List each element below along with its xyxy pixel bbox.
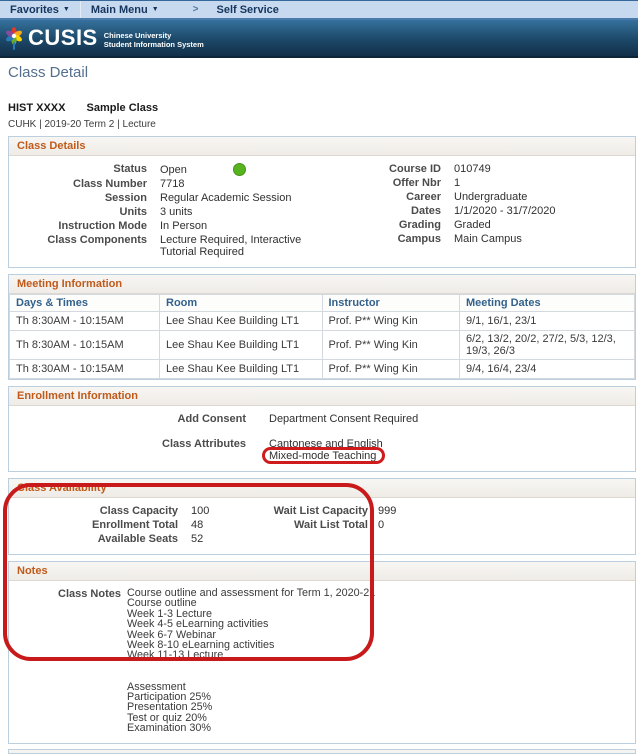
column-header-days-times: Days & Times bbox=[9, 294, 160, 312]
column-header-meeting-dates: Meeting Dates bbox=[459, 294, 635, 312]
label-wait-list-capacity: Wait List Capacity bbox=[273, 505, 368, 517]
section-heading-class-availability: Class Availability bbox=[9, 479, 635, 498]
label-session: Session bbox=[104, 192, 147, 204]
breadcrumb-self-service[interactable]: Self Service bbox=[216, 3, 279, 16]
value-instruction-mode: In Person bbox=[160, 220, 208, 232]
app-logo-text: CUSIS bbox=[28, 25, 98, 50]
value-class-number: 7718 bbox=[160, 178, 185, 190]
nav-divider bbox=[79, 1, 81, 18]
cusis-logo-icon bbox=[6, 27, 22, 50]
breadcrumb-chevron-icon: > bbox=[192, 4, 199, 15]
nav-favorites-label: Favorites bbox=[10, 3, 59, 16]
app-subtitle: Chinese University Student Information S… bbox=[104, 31, 204, 49]
app-subtitle-line1: Chinese University bbox=[103, 30, 172, 40]
table-cell: Lee Shau Kee Building LT1 bbox=[159, 311, 323, 331]
label-available-seats: Available Seats bbox=[97, 533, 178, 545]
value-grading: Graded bbox=[454, 219, 491, 231]
section-class-details: Class Details Status Open Class Number 7718… bbox=[8, 136, 636, 268]
table-cell: Th 8:30AM - 10:15AM bbox=[9, 359, 160, 379]
label-enrollment-total: Enrollment Total bbox=[92, 519, 178, 531]
course-code: HIST XXXX bbox=[8, 102, 66, 114]
label-class-components: Class Components bbox=[47, 234, 147, 246]
value-available-seats: 52 bbox=[191, 533, 204, 545]
value-add-consent: Department Consent Required bbox=[269, 413, 419, 425]
value-career: Undergraduate bbox=[454, 191, 528, 203]
meeting-information-table: Days & Times Room Instructor Meeting Dates T… bbox=[9, 294, 635, 379]
label-career: Career bbox=[406, 191, 441, 203]
label-class-number: Class Number bbox=[73, 178, 147, 190]
label-class-capacity: Class Capacity bbox=[99, 505, 178, 517]
label-units: Units bbox=[119, 206, 148, 218]
section-heading-class-details: Class Details bbox=[9, 137, 635, 156]
app-subtitle-line2: Student Information System bbox=[103, 39, 204, 49]
value-wait-list-total: 0 bbox=[378, 519, 385, 531]
chevron-down-icon: ▼ bbox=[151, 6, 159, 13]
value-enrollment-total: 48 bbox=[191, 519, 204, 531]
value-class-attributes: Cantonese and English Mixed-mode Teachin… bbox=[262, 438, 627, 464]
value-class-components: Lecture Required, Interactive Tutorial R… bbox=[160, 234, 302, 258]
page-content: Class Detail HIST XXXX Sample Class CUHK… bbox=[0, 64, 638, 754]
table-cell: Th 8:30AM - 10:15AM bbox=[9, 330, 160, 360]
value-offer-nbr: 1 bbox=[454, 177, 461, 189]
value-units: 3 units bbox=[160, 206, 193, 218]
class-attribute-cantonese-and-english: Cantonese and English bbox=[269, 438, 383, 450]
section-enrollment-information: Enrollment Information Add Consent Depar… bbox=[8, 386, 636, 472]
table-cell: Prof. P** Wing Kin bbox=[321, 311, 460, 331]
section-class-availability: Class Availability Class Capacity 100 Enro… bbox=[8, 478, 636, 555]
value-status: Open bbox=[160, 163, 338, 176]
top-navbar: Favorites ▼ Main Menu ▼ > Self Service bbox=[0, 0, 638, 20]
table-row: Th 8:30AM - 10:15AM Lee Shau Kee Building… bbox=[9, 359, 635, 379]
nav-main-menu[interactable]: Main Menu ▼ bbox=[81, 1, 169, 18]
label-instruction-mode: Instruction Mode bbox=[58, 220, 147, 232]
table-cell: Th 8:30AM - 10:15AM bbox=[9, 311, 160, 331]
label-campus: Campus bbox=[397, 233, 441, 245]
value-wait-list-capacity: 999 bbox=[378, 505, 397, 517]
table-cell: Prof. P** Wing Kin bbox=[321, 359, 460, 379]
column-header-instructor: Instructor bbox=[321, 294, 460, 312]
class-attribute-mixed-mode-teaching: Mixed-mode Teaching bbox=[262, 447, 386, 464]
app-banner: CUSIS Chinese University Student Informa… bbox=[0, 20, 638, 58]
course-title: Sample Class bbox=[86, 102, 159, 114]
label-grading: Grading bbox=[398, 219, 441, 231]
table-cell: Prof. P** Wing Kin bbox=[321, 330, 460, 360]
section-heading-notes: Notes bbox=[9, 562, 635, 581]
value-session: Regular Academic Session bbox=[160, 192, 292, 204]
label-status: Status bbox=[113, 163, 147, 175]
label-class-notes: Class Notes bbox=[58, 588, 121, 600]
table-cell: Lee Shau Kee Building LT1 bbox=[159, 330, 323, 360]
value-class-capacity: 100 bbox=[191, 505, 210, 517]
table-row: Th 8:30AM - 10:15AM Lee Shau Kee Building… bbox=[9, 311, 635, 331]
course-heading: HIST XXXX Sample Class bbox=[8, 102, 636, 114]
label-wait-list-total: Wait List Total bbox=[294, 519, 368, 531]
table-row: Th 8:30AM - 10:15AM Lee Shau Kee Building… bbox=[9, 330, 635, 360]
label-dates: Dates bbox=[411, 205, 441, 217]
label-class-attributes: Class Attributes bbox=[162, 438, 246, 450]
class-notes-text: Course outline and assessment for Term 1… bbox=[127, 587, 376, 735]
table-cell: 9/4, 16/4, 23/4 bbox=[459, 359, 635, 379]
course-meta: CUHK | 2019-20 Term 2 | Lecture bbox=[8, 119, 156, 130]
value-campus: Main Campus bbox=[454, 233, 522, 245]
page-title: Class Detail bbox=[8, 64, 89, 81]
nav-favorites[interactable]: Favorites ▼ bbox=[0, 1, 80, 18]
label-add-consent: Add Consent bbox=[177, 413, 246, 425]
status-open-dot bbox=[232, 163, 246, 176]
label-offer-nbr: Offer Nbr bbox=[392, 177, 441, 189]
section-heading-meeting-information: Meeting Information bbox=[9, 275, 635, 294]
value-course-id: 010749 bbox=[454, 163, 491, 175]
section-notes: Notes Class Notes Course outline and ass… bbox=[8, 561, 636, 744]
label-course-id: Course ID bbox=[389, 163, 441, 175]
nav-main-menu-label: Main Menu bbox=[90, 3, 148, 16]
table-cell: 6/2, 13/2, 20/2, 27/2, 5/3, 12/3, 19/3, … bbox=[459, 330, 635, 360]
section-heading-enrollment-information: Enrollment Information bbox=[9, 387, 635, 406]
table-cell: 9/1, 16/1, 23/1 bbox=[459, 311, 635, 331]
value-dates: 1/1/2020 - 31/7/2020 bbox=[454, 205, 556, 217]
section-next-partial bbox=[8, 748, 636, 754]
column-header-room: Room bbox=[159, 294, 323, 312]
table-cell: Lee Shau Kee Building LT1 bbox=[159, 359, 323, 379]
section-meeting-information: Meeting Information Days & Times Room Inst… bbox=[8, 274, 636, 380]
chevron-down-icon: ▼ bbox=[62, 6, 70, 13]
